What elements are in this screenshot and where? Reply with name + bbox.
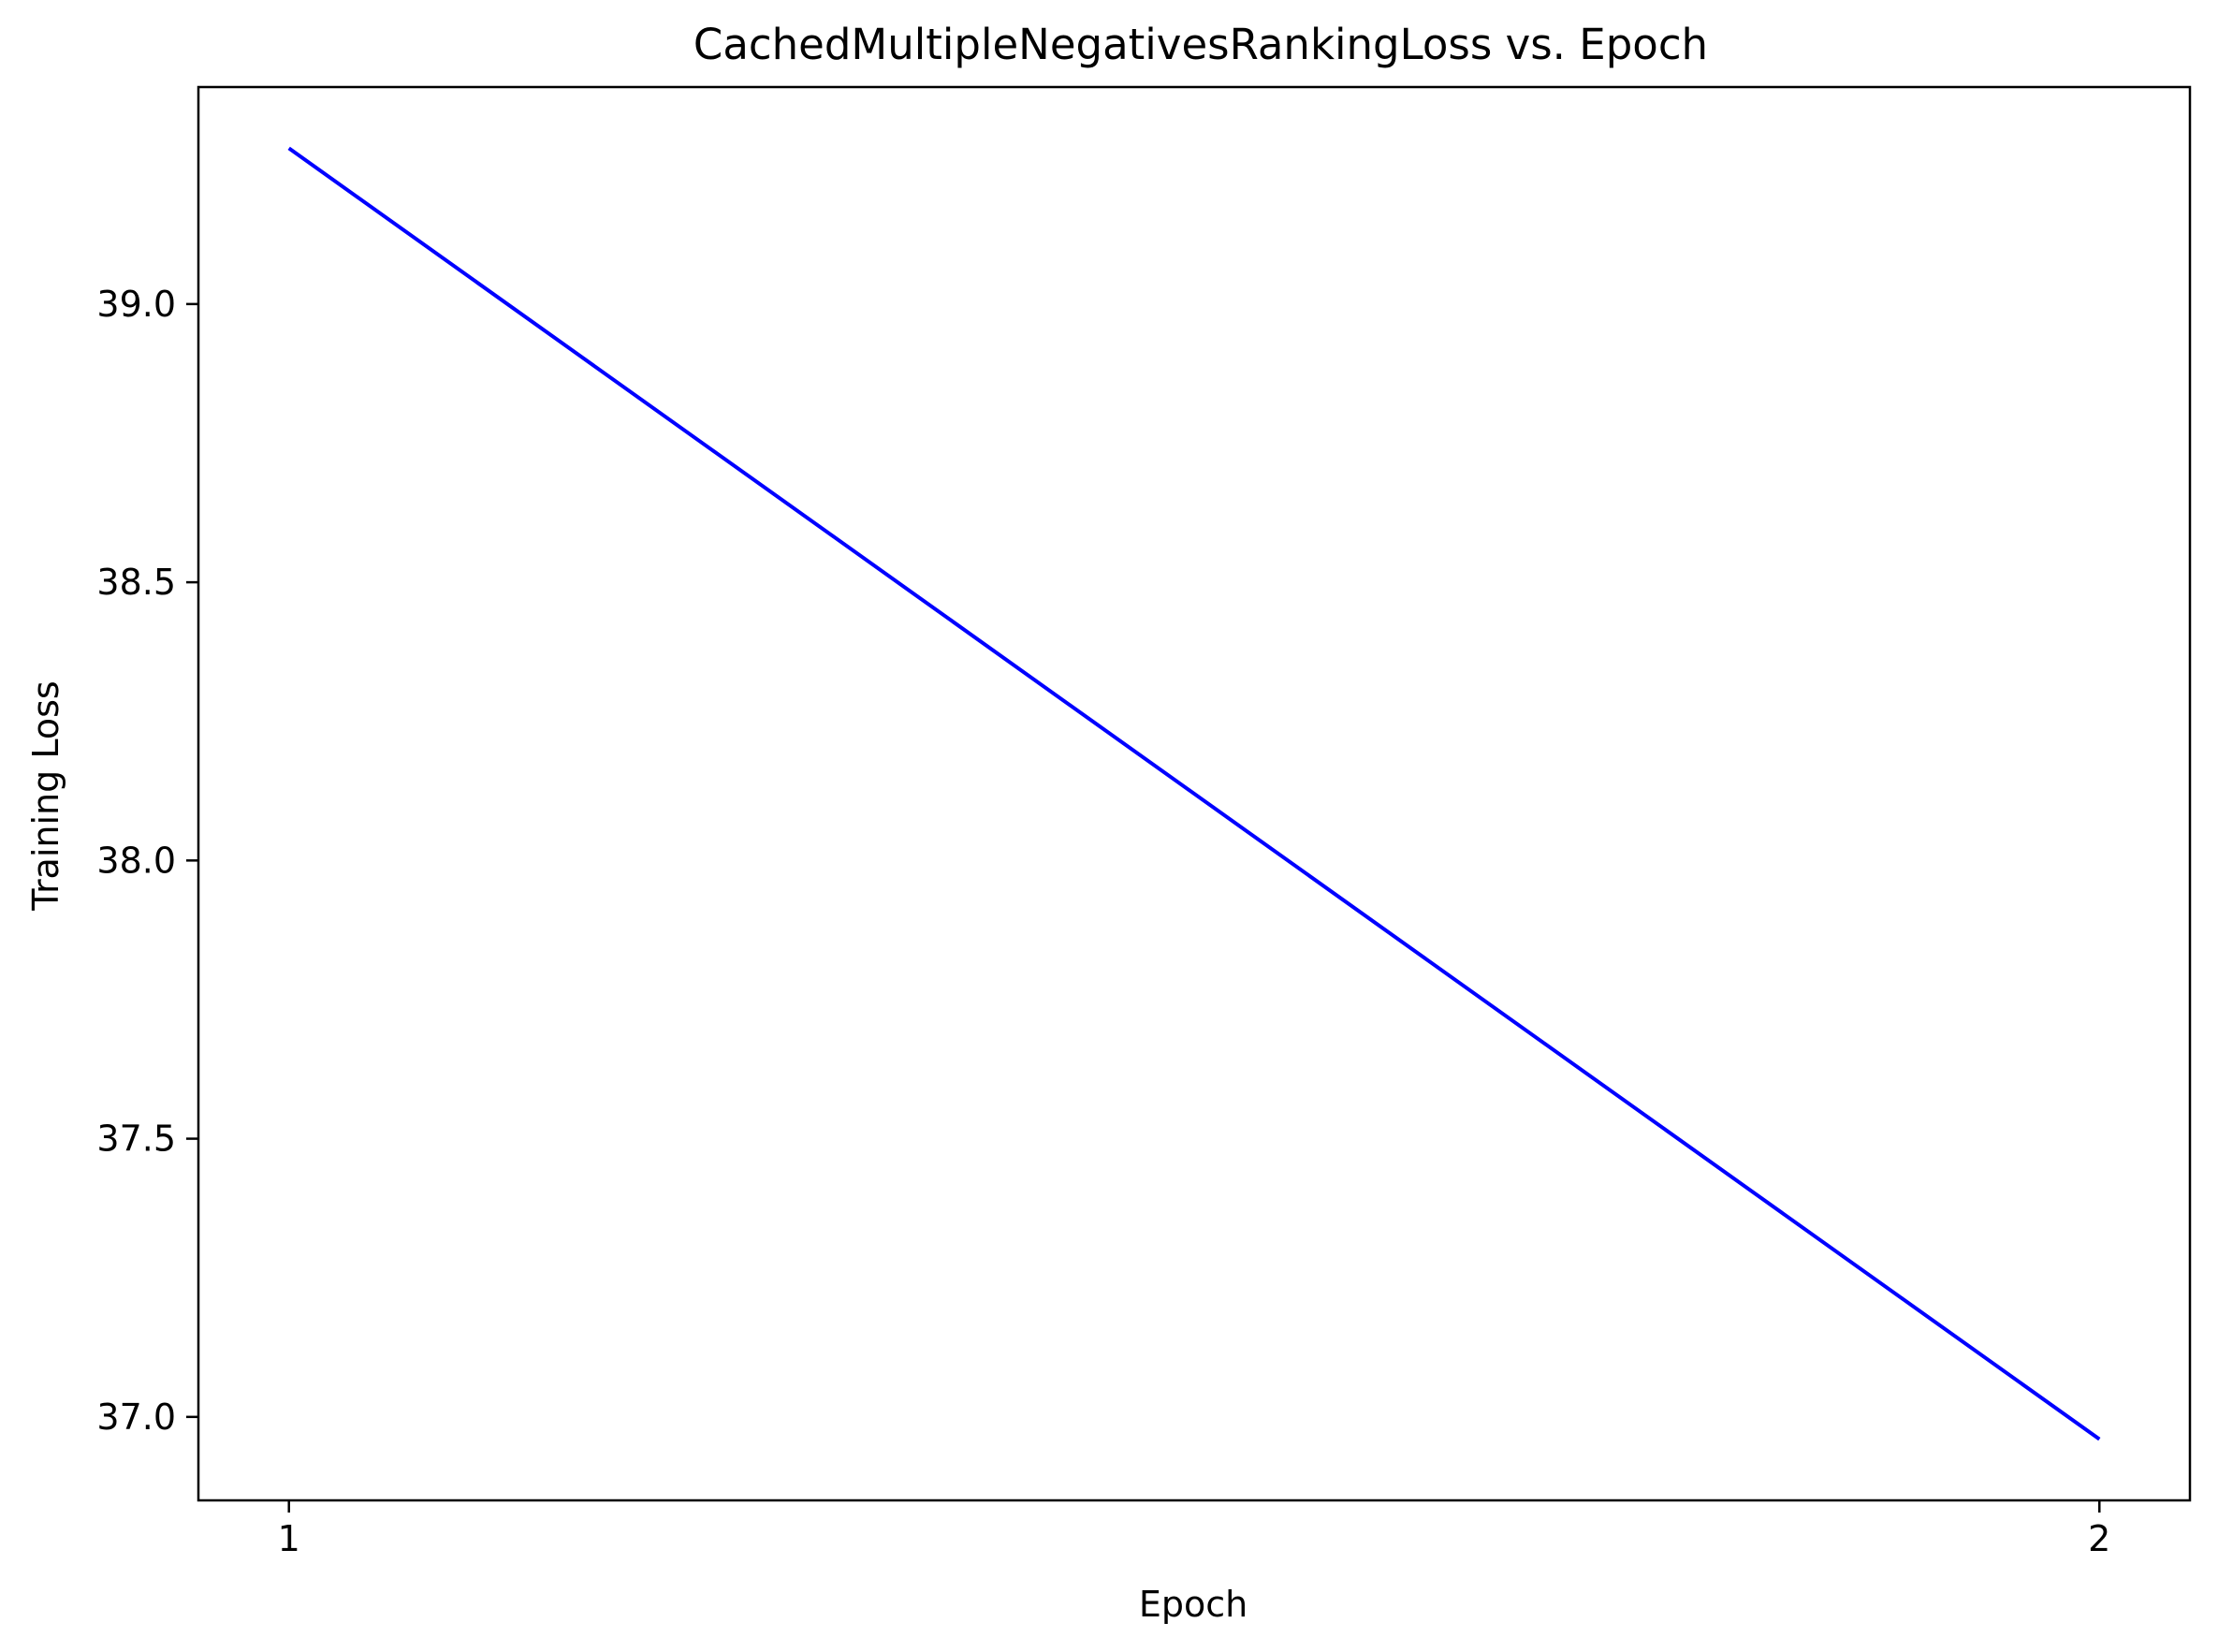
y-tick-label: 37.5 bbox=[96, 1118, 176, 1160]
axes-frame bbox=[197, 85, 2192, 1502]
y-tick-label: 38.0 bbox=[96, 840, 176, 881]
x-tick-label: 2 bbox=[2088, 1518, 2110, 1559]
y-axis-label: Training Loss bbox=[25, 680, 66, 911]
chart-title: CachedMultipleNegativesRankingLoss vs. E… bbox=[693, 20, 1708, 69]
series-line-1 bbox=[287, 146, 2101, 1441]
plot-area: 1 2 37.0 37.5 38.0 38.5 39.0 bbox=[96, 85, 2192, 1559]
x-tick-label: 1 bbox=[278, 1518, 300, 1559]
y-tick-label: 39.0 bbox=[96, 284, 176, 325]
y-tick-label: 38.5 bbox=[96, 562, 176, 603]
y-tick-label: 37.0 bbox=[96, 1396, 176, 1438]
x-axis-label: Epoch bbox=[1139, 1584, 1248, 1625]
